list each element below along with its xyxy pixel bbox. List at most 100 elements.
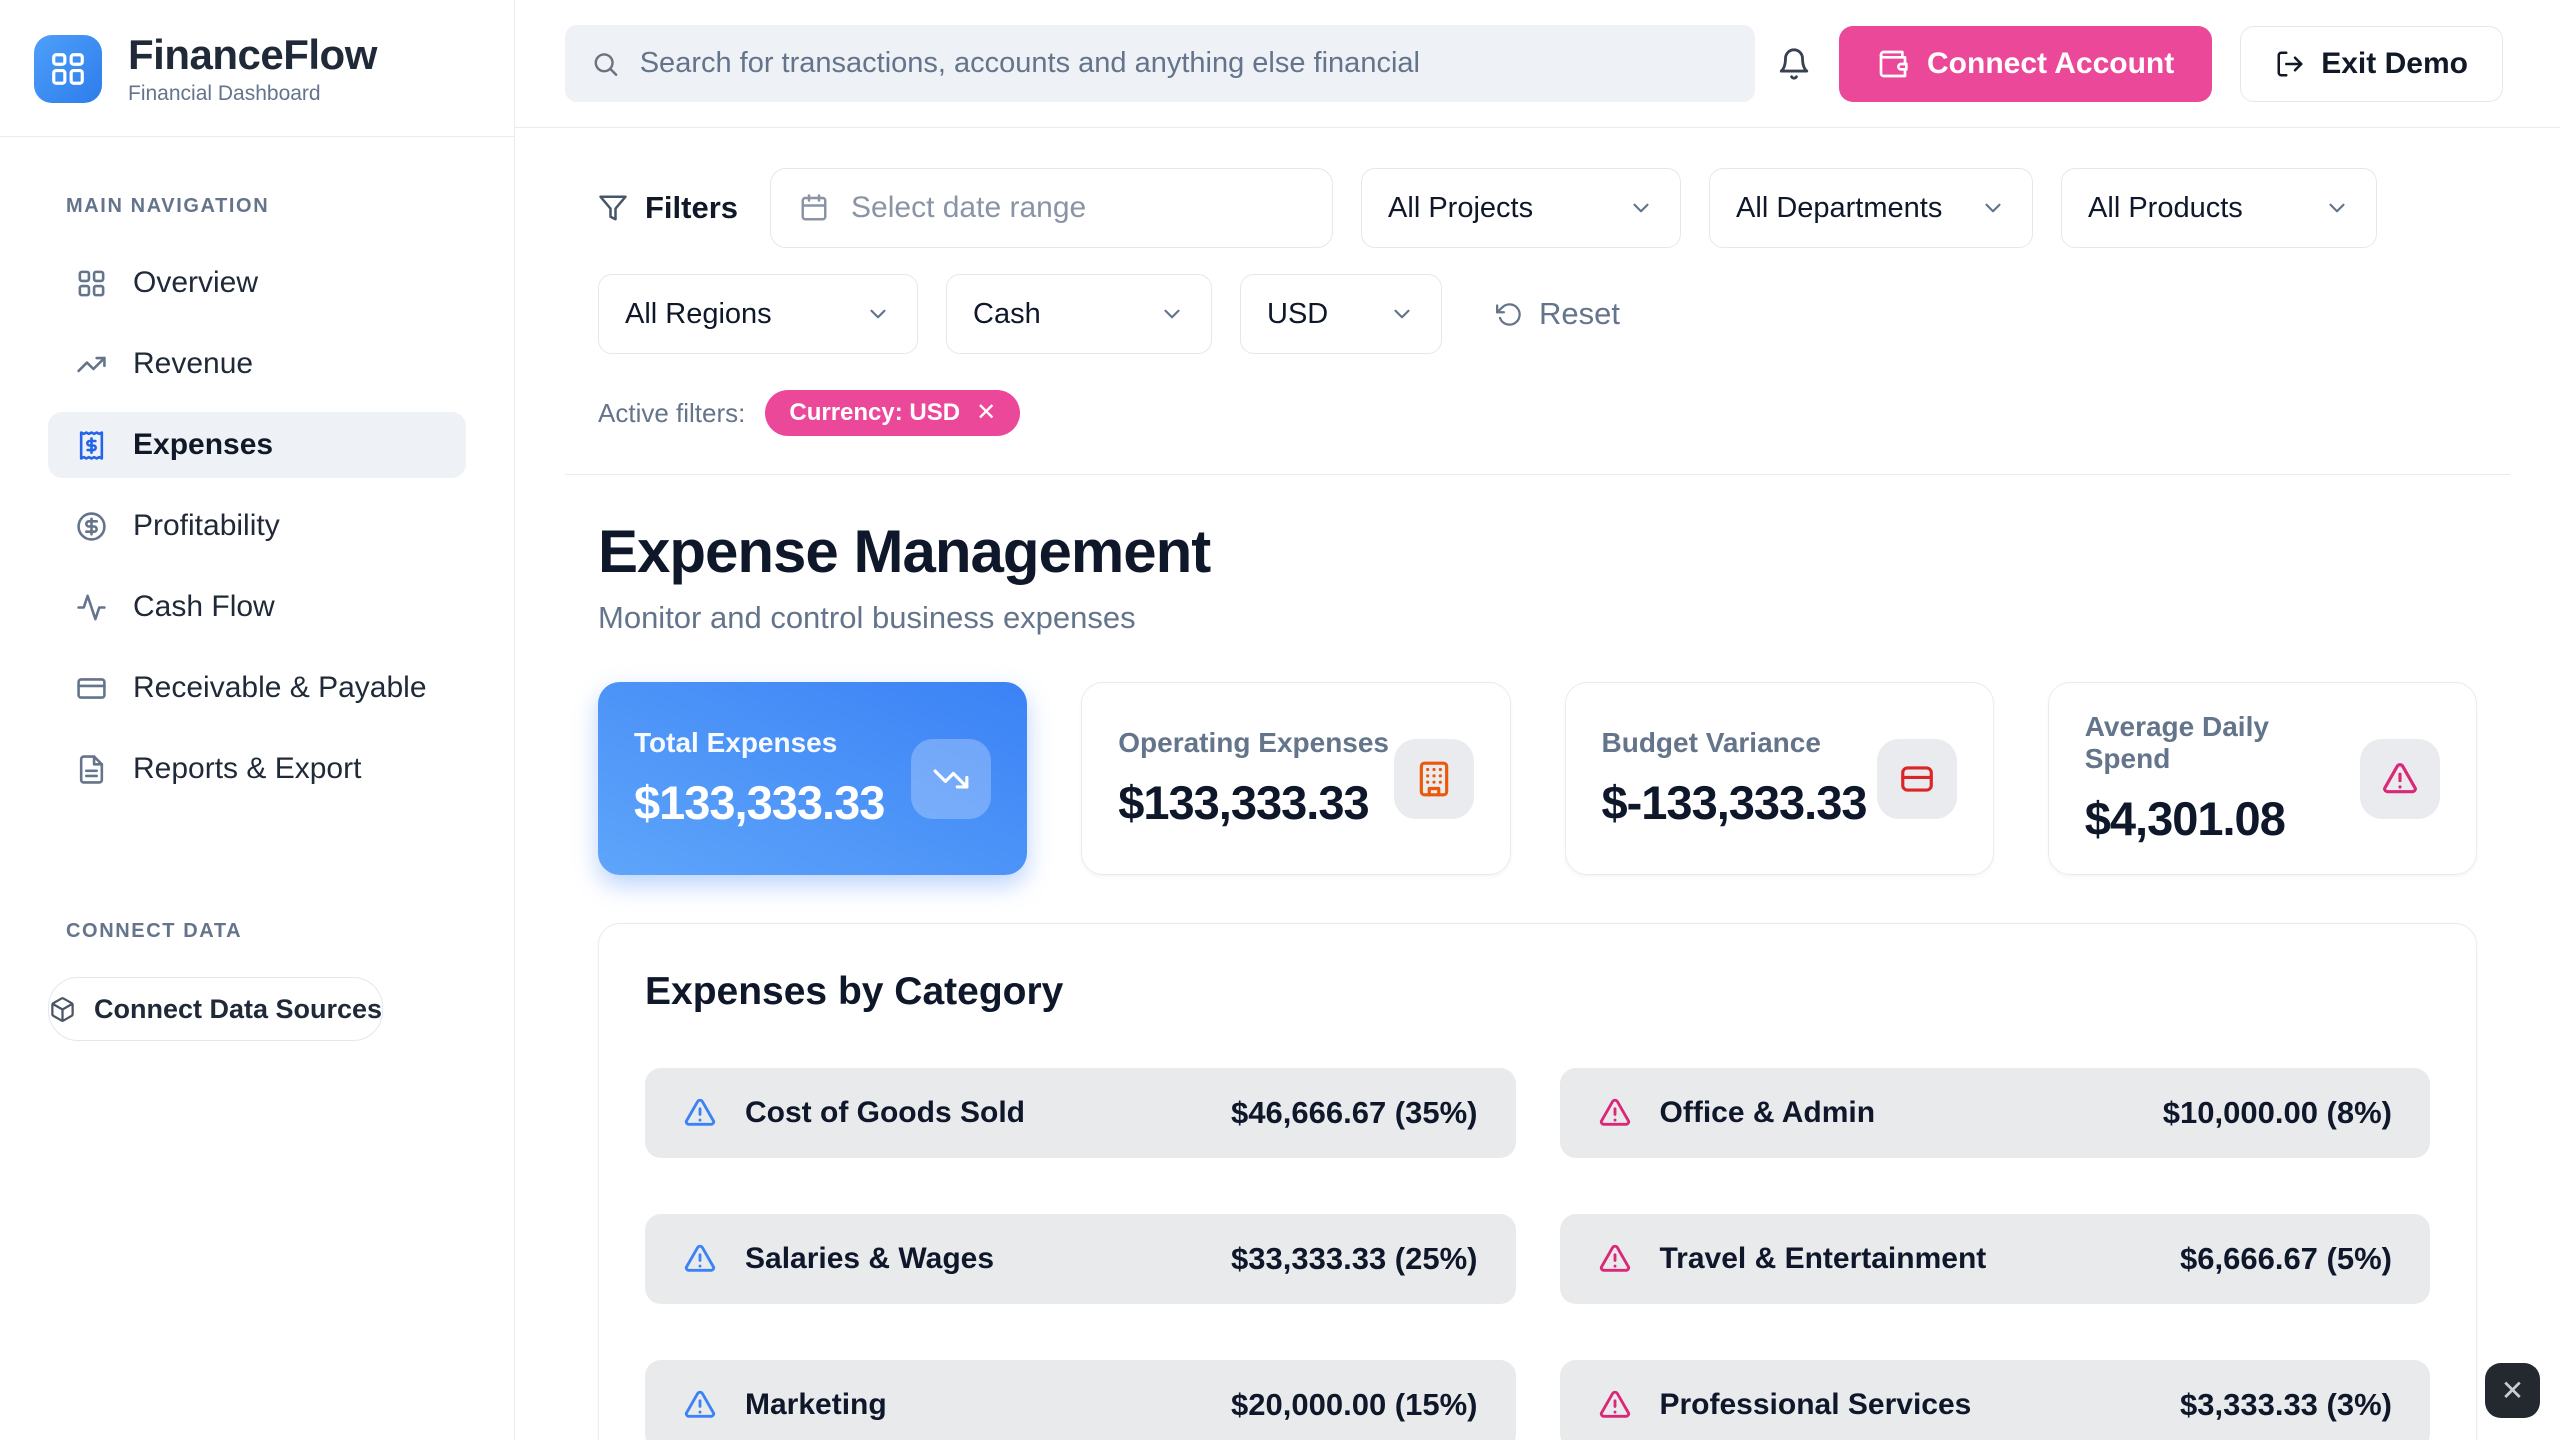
active-filters-label: Active filters: xyxy=(598,397,746,428)
filters-title: Filters xyxy=(598,190,738,226)
global-search[interactable] xyxy=(565,25,1755,102)
stat-value: $4,301.08 xyxy=(2084,792,2286,845)
page-title: Expense Management xyxy=(598,518,1211,585)
total-expenses-card[interactable]: Total Expenses $133,333.33 xyxy=(598,682,1028,875)
sidebar-item-label: Profitability xyxy=(133,509,280,543)
payment-method-select-value: Cash xyxy=(973,297,1041,330)
app-logo-icon xyxy=(34,35,102,104)
activity-icon xyxy=(77,594,106,621)
expenses-by-category-panel: Expenses by Category Cost of Goods Sold … xyxy=(598,923,2477,1440)
circle-dollar-icon xyxy=(77,511,106,541)
alert-triangle-icon xyxy=(684,1098,716,1126)
payment-method-select[interactable]: Cash xyxy=(946,274,1212,354)
category-label: Cost of Goods Sold xyxy=(745,1096,1025,1129)
stat-value: $133,333.33 xyxy=(1118,776,1369,829)
content-area: Filters Select date range All Projects A… xyxy=(515,128,2560,1440)
category-value: $46,666.67 (35%) xyxy=(1231,1095,1478,1130)
overlay-close-button[interactable]: ✕ xyxy=(2485,1363,2540,1418)
log-out-icon xyxy=(2277,51,2303,76)
category-grid: Cost of Goods Sold $46,666.67 (35%) Offi… xyxy=(645,1068,2430,1440)
stat-icon-box xyxy=(1393,738,1474,819)
sidebar-item-reports-export[interactable]: Reports & Export xyxy=(48,736,466,802)
search-input[interactable] xyxy=(639,47,1729,80)
calendar-icon xyxy=(801,194,827,221)
connect-account-label: Connect Account xyxy=(1927,46,2175,80)
category-row-marketing[interactable]: Marketing $20,000.00 (15%) xyxy=(645,1360,1516,1440)
category-value: $33,333.33 (25%) xyxy=(1231,1241,1478,1276)
sidebar-item-label: Overview xyxy=(133,266,259,300)
stat-label: Budget Variance xyxy=(1601,727,1821,758)
receipt-icon xyxy=(79,430,104,460)
alert-triangle-icon xyxy=(2382,762,2417,793)
projects-select[interactable]: All Projects xyxy=(1361,168,1682,248)
sidebar-item-label: Reports & Export xyxy=(133,752,362,786)
active-filters-row: Active filters: Currency: USD ✕ xyxy=(598,390,2477,436)
category-value: $10,000.00 (8%) xyxy=(2162,1095,2392,1130)
category-row-office-admin[interactable]: Office & Admin $10,000.00 (8%) xyxy=(1559,1068,2430,1158)
currency-select-value: USD xyxy=(1267,297,1329,330)
connect-data-sources-button[interactable]: Connect Data Sources xyxy=(48,977,384,1042)
reset-filters-button[interactable]: Reset xyxy=(1496,296,1620,332)
budget-variance-card[interactable]: Budget Variance $-133,333.33 xyxy=(1564,682,1994,875)
currency-filter-chip[interactable]: Currency: USD ✕ xyxy=(765,390,1021,436)
category-row-salaries-wages[interactable]: Salaries & Wages $33,333.33 (25%) xyxy=(645,1214,1516,1304)
category-row-professional-services[interactable]: Professional Services $3,333.33 (3%) xyxy=(1559,1360,2430,1440)
connect-account-button[interactable]: Connect Account xyxy=(1839,25,2213,102)
departments-select[interactable]: All Departments xyxy=(1709,168,2034,248)
reset-label: Reset xyxy=(1539,296,1620,331)
category-label: Office & Admin xyxy=(1659,1096,1876,1129)
notifications-button[interactable] xyxy=(1777,47,1811,81)
trending-up-icon xyxy=(77,356,106,372)
section-divider xyxy=(565,474,2510,475)
exit-demo-button[interactable]: Exit Demo xyxy=(2240,25,2503,102)
sidebar: FinanceFlow Financial Dashboard MAIN NAV… xyxy=(0,0,515,1440)
products-select-value: All Products xyxy=(2088,191,2243,224)
category-row-cost-of-goods-sold[interactable]: Cost of Goods Sold $46,666.67 (35%) xyxy=(645,1068,1516,1158)
trending-down-icon xyxy=(933,769,969,788)
page-subtitle: Monitor and control business expenses xyxy=(598,600,1136,635)
sidebar-item-label: Cash Flow xyxy=(133,590,275,624)
credit-card-icon xyxy=(77,677,106,699)
chevron-down-icon xyxy=(1985,203,2001,213)
stat-value: $-133,333.33 xyxy=(1601,776,1868,829)
sidebar-item-label: Expenses xyxy=(133,428,274,462)
panel-heading: Expenses by Category xyxy=(645,970,1064,1013)
sidebar-item-cash-flow[interactable]: Cash Flow xyxy=(48,574,466,640)
stat-value: $133,333.33 xyxy=(634,776,885,829)
average-daily-spend-card[interactable]: Average Daily Spend $4,301.08 xyxy=(2047,682,2477,875)
regions-select-value: All Regions xyxy=(625,297,772,330)
sidebar-item-label: Revenue xyxy=(133,347,254,381)
stat-icon-box xyxy=(1876,738,1957,819)
sidebar-item-overview[interactable]: Overview xyxy=(48,250,466,316)
category-value: $3,333.33 (3%) xyxy=(2180,1387,2392,1422)
alert-triangle-icon xyxy=(684,1390,716,1418)
regions-select[interactable]: All Regions xyxy=(598,274,918,354)
stat-icon-box xyxy=(911,738,992,819)
sidebar-item-revenue[interactable]: Revenue xyxy=(48,331,466,397)
stat-label: Average Daily Spend xyxy=(2084,711,2269,774)
category-row-travel-entertainment[interactable]: Travel & Entertainment $6,666.67 (5%) xyxy=(1559,1214,2430,1304)
app-logo-block: FinanceFlow Financial Dashboard xyxy=(0,0,514,138)
chevron-down-icon xyxy=(1164,309,1180,319)
currency-select[interactable]: USD xyxy=(1240,274,1442,354)
currency-filter-chip-label: Currency: USD xyxy=(789,399,961,426)
category-label: Professional Services xyxy=(1659,1388,1972,1421)
category-label: Salaries & Wages xyxy=(745,1242,995,1275)
departments-select-value: All Departments xyxy=(1736,191,1943,224)
sidebar-item-expenses[interactable]: Expenses xyxy=(48,412,466,479)
alert-triangle-icon xyxy=(1599,1244,1630,1272)
products-select[interactable]: All Products xyxy=(2061,168,2378,248)
topbar: Connect Account Exit Demo xyxy=(515,0,2560,128)
stat-label: Operating Expenses xyxy=(1118,727,1390,758)
category-label: Marketing xyxy=(745,1388,887,1421)
filters-title-label: Filters xyxy=(645,190,739,225)
filter-icon xyxy=(599,195,627,221)
date-range-picker[interactable]: Select date range xyxy=(770,168,1334,248)
file-text-icon xyxy=(79,754,104,784)
chip-close-icon[interactable]: ✕ xyxy=(976,399,997,426)
operating-expenses-card[interactable]: Operating Expenses $133,333.33 xyxy=(1081,682,1511,875)
sidebar-item-profitability[interactable]: Profitability xyxy=(48,493,466,559)
sidebar-item-receivable-payable[interactable]: Receivable & Payable xyxy=(48,655,466,721)
alert-triangle-icon xyxy=(684,1244,716,1272)
category-value: $20,000.00 (15%) xyxy=(1231,1387,1478,1422)
